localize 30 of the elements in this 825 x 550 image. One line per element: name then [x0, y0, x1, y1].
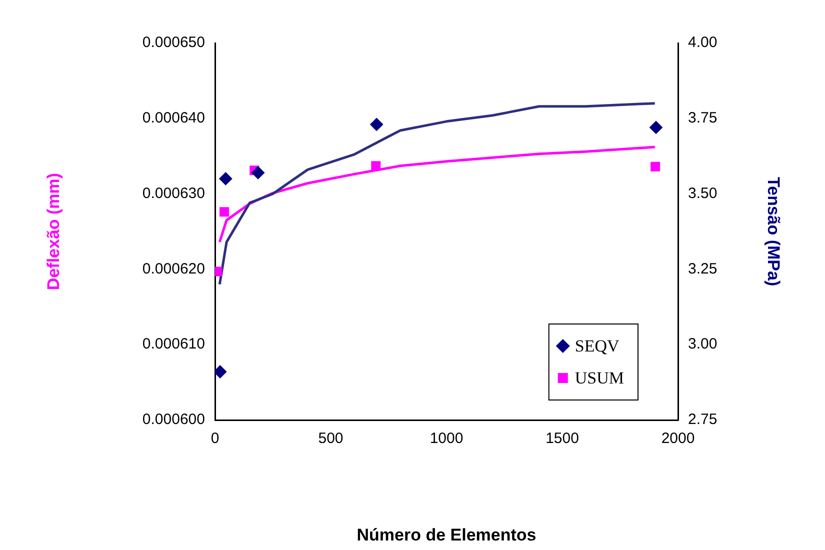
legend-label: SEQV	[574, 336, 620, 356]
y-axis-title: Deflexão (mm)	[44, 172, 63, 290]
y2-tick-label: 3.50	[688, 184, 718, 202]
point	[371, 161, 381, 171]
point	[370, 118, 384, 131]
y-tick-label: 0.000630	[142, 184, 205, 202]
y-tick-label: 0.000620	[142, 260, 205, 278]
point	[650, 162, 660, 172]
x-axis-title: Número de Elementos	[356, 525, 536, 544]
point	[219, 172, 232, 186]
point	[220, 207, 230, 217]
y2-tick-label: 4.00	[688, 34, 718, 52]
y2-tick-label: 3.00	[688, 336, 718, 353]
y2-tick-label: 3.75	[688, 110, 718, 127]
point	[215, 365, 227, 378]
y-tick-label: 0.000600	[142, 411, 205, 428]
y-tick-label: 0.000640	[142, 110, 205, 127]
y-tick-label: 0.000650	[142, 34, 205, 52]
x-tick-label: 0	[210, 430, 220, 448]
y2-axis-title: Tensão (MPa)	[764, 176, 784, 286]
y2-tick-label: 3.25	[688, 260, 718, 278]
point	[252, 166, 265, 180]
x-tick-label: 1000	[430, 430, 464, 448]
x-tick-label: 1500	[546, 430, 579, 448]
legend-label: USUM	[574, 368, 624, 388]
y2-tick-label: 2.75	[688, 411, 718, 428]
x-tick-label: 500	[318, 430, 344, 448]
y-tick-label: 0.000610	[142, 336, 205, 353]
x-tick-label: 2000	[661, 430, 695, 448]
point	[650, 120, 663, 134]
